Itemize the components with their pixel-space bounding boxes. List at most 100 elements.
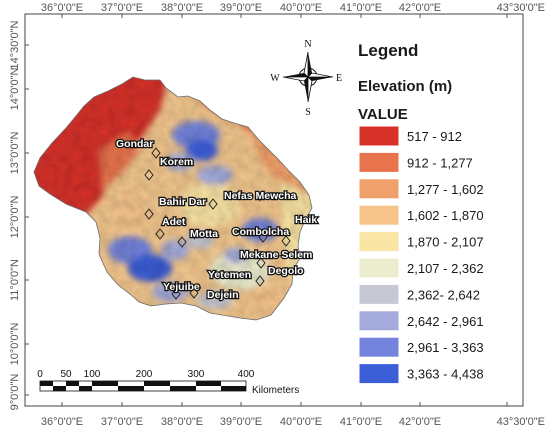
tick-label: 41°0'0"E	[340, 2, 382, 14]
study-area-boundary	[33, 76, 313, 321]
station-label: Combolcha	[232, 226, 289, 238]
station-markers	[144, 147, 291, 300]
tick-label: 38°0'0"E	[161, 416, 203, 428]
scale-tick-label: 400	[238, 369, 255, 380]
station-label: Yejuibe	[163, 281, 200, 293]
legend-swatch	[358, 336, 400, 358]
tick-label: 38°0'0"E	[161, 2, 203, 14]
station-label: Yetemen	[208, 269, 251, 281]
tick-label: 14°30'0"N	[9, 20, 21, 69]
tick-label: 36°0'0"E	[41, 2, 83, 14]
legend-class-label: 1,277 - 1,602	[407, 182, 484, 197]
legend-class-label: 2,362- 2,642	[407, 287, 480, 302]
scale-unit-label: Kilometers	[252, 385, 299, 396]
station-marker-korem	[144, 169, 154, 181]
top-axis-labels: 36°0'0"E 37°0'0"E 38°0'0"E 39°0'0"E 40°0…	[41, 2, 545, 14]
station-label: Haik	[295, 214, 317, 226]
station-marker-dejein	[189, 287, 199, 299]
scale-bar-segment	[40, 381, 53, 386]
legend-swatch-list: 517 - 912 912 - 1,277 1,277 - 1,602 1,602 -…	[358, 125, 484, 385]
tick-label: 39°0'0"E	[220, 2, 262, 14]
compass-east-label: E	[336, 73, 342, 84]
legend-swatch	[358, 178, 400, 200]
tick-label: 11°0'0"N	[9, 259, 21, 301]
station-marker-mekane-selem	[256, 257, 266, 269]
tick-label: 39°0'0"E	[220, 416, 262, 428]
tick-label: 9°0'0"N	[9, 374, 21, 411]
station-marker-combolcha	[258, 231, 268, 243]
station-marker-gondar	[151, 147, 161, 159]
tick-label: 10°0'0"N	[9, 323, 21, 366]
legend-field-label: VALUE	[358, 106, 408, 123]
station-label: Bahir Dar	[159, 196, 206, 208]
legend-class-label: 2,107 - 2,362	[407, 261, 484, 276]
station-marker-nefas-mewcha	[208, 198, 218, 210]
scale-bar-segment	[221, 386, 246, 391]
north-arrow: N S E W	[270, 39, 342, 118]
station-label: Korem	[160, 156, 193, 168]
legend-swatch	[358, 310, 400, 332]
tick-label: 40°0'0"E	[280, 2, 322, 14]
scale-bar-segment	[92, 381, 118, 386]
station-labels: Gondar Korem Bahir Dar Nefas Mewcha Adet…	[115, 137, 319, 303]
legend-swatch	[358, 283, 400, 305]
tick-label: 42°0'0"E	[399, 2, 441, 14]
legend-subtitle: Elevation (m)	[358, 78, 452, 95]
station-label: Dejein	[207, 289, 239, 301]
scale-tick-label: 100	[84, 369, 101, 380]
legend-class-label: 2,961 - 3,363	[407, 340, 484, 355]
station-label: Motta	[190, 228, 218, 240]
tick-label: 43°30'0"E	[497, 2, 545, 14]
legend-swatch	[358, 125, 400, 147]
station-label: Mekane Selem	[240, 249, 312, 261]
tick-label: 41°0'0"E	[340, 416, 382, 428]
legend-swatch	[358, 363, 400, 385]
scale-bar-segment	[79, 386, 92, 391]
station-label: Nefas Mewcha	[224, 190, 297, 202]
station-marker-yejuibe	[171, 288, 181, 300]
tick-label: 37°0'0"E	[101, 2, 143, 14]
tick-label: 36°0'0"E	[41, 416, 83, 428]
station-label: Degolo	[268, 265, 304, 277]
legend-class-label: 1,602 - 1,870	[407, 208, 484, 223]
bottom-axis-labels: 36°0'0"E 37°0'0"E 38°0'0"E 39°0'0"E 40°0…	[41, 416, 545, 428]
scale-tick-label: 200	[136, 369, 153, 380]
left-axis-labels: 14°30'0"N 14°0'0"N 13°0'0"N 12°0'0"N 11°…	[9, 20, 21, 410]
scale-tick-label: 300	[188, 369, 205, 380]
station-label: Gondar	[116, 138, 153, 150]
legend-class-label: 517 - 912	[407, 129, 462, 144]
compass-west-label: W	[270, 73, 280, 84]
tick-label: 12°0'0"N	[9, 196, 21, 239]
scale-bar: 0 50 100 200 300 400 Kilometers	[37, 369, 299, 396]
scale-bar-segment	[170, 386, 196, 391]
station-marker-bahir-dar	[144, 208, 154, 220]
station-marker-motta	[177, 236, 187, 248]
legend-swatch	[358, 151, 400, 173]
station-marker-haik	[281, 235, 291, 247]
scale-bar-segment	[144, 381, 170, 386]
tick-label: 13°0'0"N	[9, 132, 21, 175]
tick-label: 14°0'0"N	[9, 68, 21, 111]
station-label: Adet	[162, 216, 186, 228]
legend-swatch	[358, 231, 400, 253]
legend-class-label: 2,642 - 2,961	[407, 314, 484, 329]
legend-class-label: 3,363 - 4,438	[407, 367, 484, 382]
compass-south-label: S	[305, 107, 311, 118]
tick-label: 43°30'0"E	[497, 416, 545, 428]
scale-bar-segment	[118, 386, 144, 391]
station-marker-adet	[155, 228, 165, 240]
scale-bar-segment	[53, 386, 66, 391]
tick-label: 37°0'0"E	[101, 416, 143, 428]
scale-tick-label: 0	[37, 369, 43, 380]
legend-title: Legend	[358, 41, 418, 60]
scale-bar-segment	[66, 381, 79, 386]
tick-label: 42°0'0"E	[399, 416, 441, 428]
tick-label: 40°0'0"E	[280, 416, 322, 428]
legend-swatch	[358, 257, 400, 279]
station-marker-degolo	[255, 275, 265, 287]
legend: Legend Elevation (m) VALUE 517 - 912 912 …	[358, 41, 484, 385]
scale-bar-segment	[196, 381, 221, 386]
legend-class-label: 912 - 1,277	[407, 155, 473, 170]
legend-swatch	[358, 204, 400, 226]
scale-bar-segments	[39, 380, 247, 392]
